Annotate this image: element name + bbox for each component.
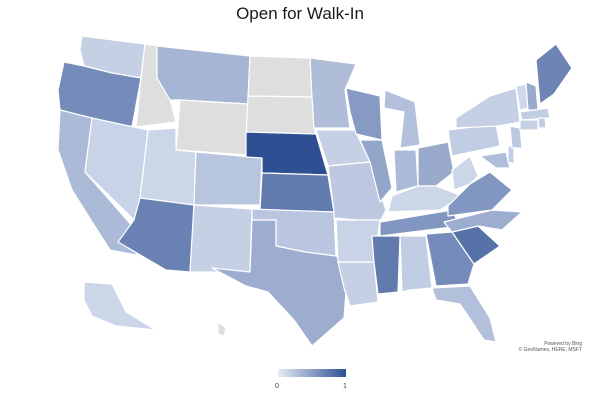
state-ks xyxy=(259,172,335,213)
state-ak xyxy=(83,281,157,331)
state-md xyxy=(479,151,511,169)
state-tx xyxy=(211,219,349,347)
state-oh xyxy=(417,141,455,187)
state-ga xyxy=(425,231,475,287)
state-ri xyxy=(537,117,547,129)
state-il xyxy=(359,139,393,203)
state-wy xyxy=(175,99,249,156)
state-ms xyxy=(371,235,401,295)
legend-min-label: 0 xyxy=(275,383,279,390)
legend-max-label: 1 xyxy=(343,383,347,390)
credits-powered-by: Powered by Bing xyxy=(544,341,582,347)
state-wv xyxy=(451,155,479,191)
state-ct xyxy=(519,119,539,131)
credits-sources: © GeoNames, HERE, MSFT xyxy=(518,347,582,353)
state-me xyxy=(535,43,573,105)
state-mi xyxy=(383,89,421,149)
state-hi xyxy=(217,321,227,337)
state-co xyxy=(193,151,263,206)
state-ma xyxy=(519,107,551,121)
legend-color-scale xyxy=(278,369,346,377)
state-pa xyxy=(447,123,501,157)
map-title: Open for Walk-In xyxy=(236,4,364,23)
map-credits: Powered by Bing © GeoNames, HERE, MSFT xyxy=(462,341,582,353)
state-fl xyxy=(431,285,497,343)
state-la xyxy=(337,261,379,307)
state-ny xyxy=(455,87,521,129)
state-de xyxy=(507,145,515,165)
state-mt xyxy=(156,45,251,105)
state-mn xyxy=(309,57,357,129)
state-in xyxy=(393,149,419,193)
state-nm xyxy=(189,204,253,273)
state-al xyxy=(399,235,433,293)
state-wi xyxy=(345,87,383,141)
state-nd xyxy=(247,55,313,98)
state-nj xyxy=(509,125,523,149)
state-nh xyxy=(525,81,539,111)
